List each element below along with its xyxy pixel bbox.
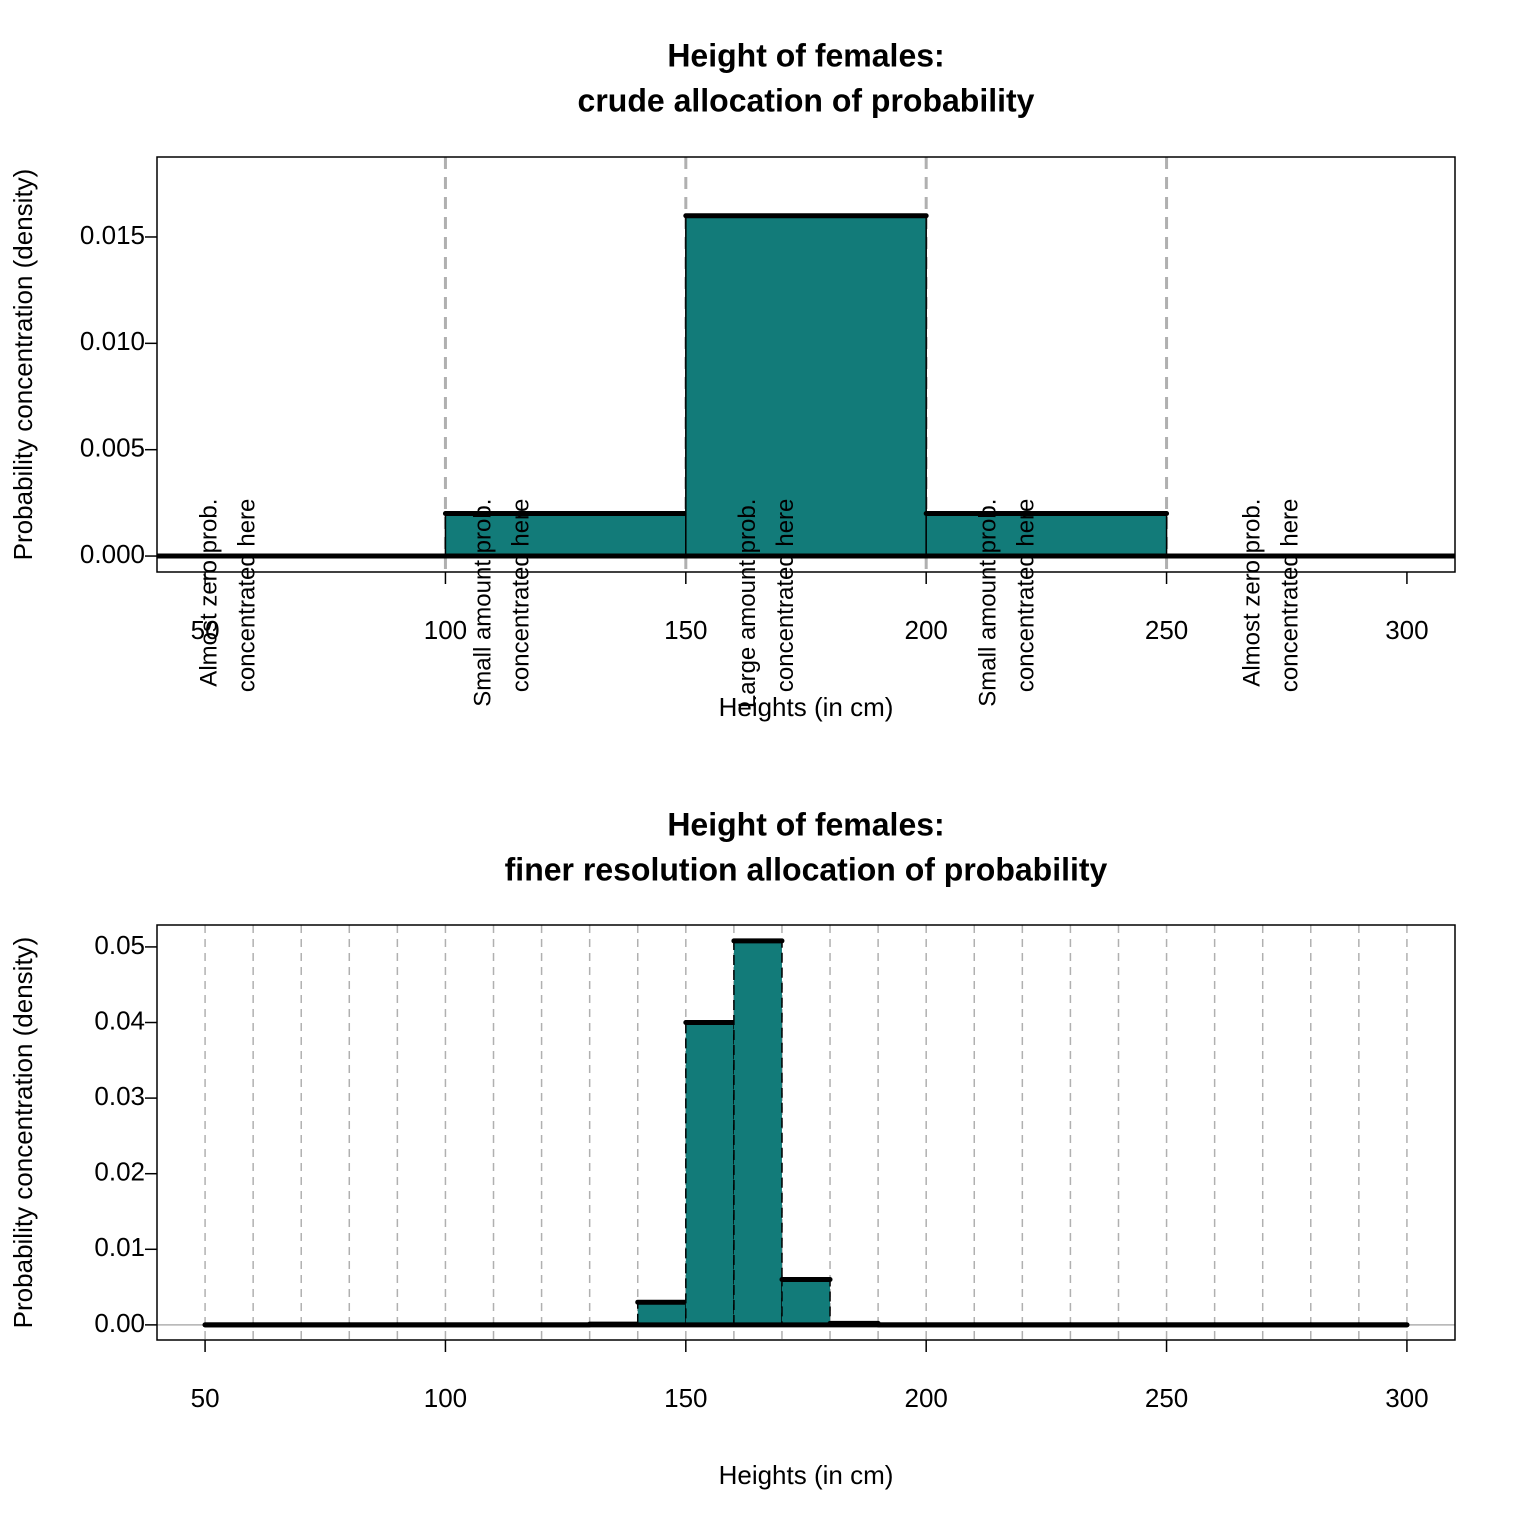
- y-axis-label: Probability concentration (density): [8, 937, 38, 1329]
- x-tick-label: 50: [191, 1383, 220, 1413]
- y-tick-label: 0.010: [80, 326, 145, 356]
- chart: Height of females: crude allocation of pr…: [8, 37, 1456, 722]
- x-tick-label: 300: [1385, 615, 1428, 645]
- y-tick-label: 0.01: [94, 1232, 145, 1262]
- x-tick-label: 250: [1145, 615, 1188, 645]
- plot-frame: [156, 156, 1456, 573]
- y-tick-label: 0.00: [94, 1308, 145, 1338]
- y-tick-label: 0.015: [80, 220, 145, 250]
- annotation: concentrated here: [1012, 499, 1039, 692]
- x-tick-label: 200: [904, 615, 947, 645]
- x-tick-label: 100: [424, 1383, 467, 1413]
- y-axis-label: Probability concentration (density): [8, 169, 38, 561]
- bar: [925, 512, 1168, 557]
- annotation: concentrated here: [1277, 499, 1304, 692]
- y-tick-label: 0.005: [80, 433, 145, 463]
- annotation: Small amount prob.: [469, 499, 496, 707]
- annotation: Large amount prob.: [734, 499, 761, 708]
- bar: [781, 1278, 831, 1326]
- annotation: Small amount prob.: [974, 499, 1001, 707]
- chart-title: finer resolution allocation of probabili…: [505, 851, 1108, 887]
- x-tick-label: 300: [1385, 1383, 1428, 1413]
- annotation: concentrated here: [507, 499, 534, 692]
- x-axis-label: Heights (in cm): [719, 692, 894, 722]
- bar: [685, 214, 927, 557]
- chart-title: Height of females:: [667, 806, 944, 842]
- x-tick-label: 150: [664, 615, 707, 645]
- x-tick-label: 150: [664, 1383, 707, 1413]
- chart-title: Height of females:: [667, 37, 944, 73]
- x-tick-label: 50: [191, 615, 220, 645]
- x-tick-label: 100: [424, 615, 467, 645]
- bar: [636, 1301, 687, 1326]
- y-tick-label: 0.02: [94, 1157, 145, 1187]
- y-tick-label: 0.05: [94, 930, 145, 960]
- annotation: Almost zero prob.: [195, 499, 222, 687]
- bar: [685, 1021, 735, 1326]
- plot-frame: [156, 924, 1456, 1341]
- y-tick-label: 0.03: [94, 1081, 145, 1111]
- x-axis-label: Heights (in cm): [719, 1460, 894, 1490]
- x-tick-label: 250: [1145, 1383, 1188, 1413]
- bar: [733, 940, 783, 1326]
- annotation: concentrated here: [772, 499, 799, 692]
- x-tick-label: 200: [904, 1383, 947, 1413]
- annotation: Almost zero prob.: [1239, 499, 1266, 687]
- y-tick-label: 0.000: [80, 539, 145, 569]
- chart: Height of females: finer resolution alloc…: [8, 806, 1456, 1490]
- y-tick-label: 0.04: [94, 1005, 145, 1035]
- chart-title: crude allocation of probability: [578, 82, 1035, 118]
- annotation: concentrated here: [233, 499, 260, 692]
